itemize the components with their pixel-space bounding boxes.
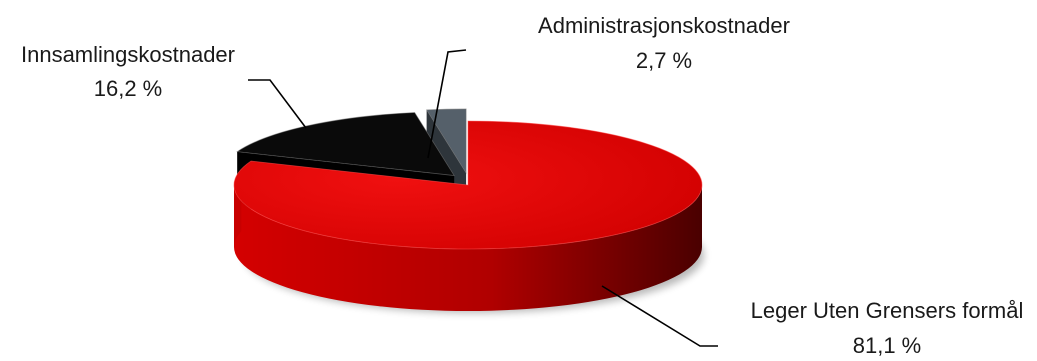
slice-top-innsamling [236,112,455,177]
slice-label-value-innsamling: 16,2 % [94,76,163,101]
slice-label-value-formaal: 81,1 % [853,333,922,358]
leader-lines [248,49,718,347]
slice-top-admin [425,108,467,175]
slice-top-formaal [233,120,703,250]
leader-line-innsamling [248,79,307,129]
pie-slices [233,108,703,311]
leader-line-admin [427,49,467,159]
slice-formaal [233,120,703,311]
slice-label-name-formaal: Leger Uten Grensers formål [751,298,1024,323]
slice-label-name-innsamling: Innsamlingskostnader [21,42,235,67]
slice-label-value-admin: 2,7 % [636,48,692,73]
slice-label-name-admin: Administrasjonskostnader [538,13,790,38]
slice-side-formaal [234,185,702,311]
leader-line-formaal [601,285,718,347]
